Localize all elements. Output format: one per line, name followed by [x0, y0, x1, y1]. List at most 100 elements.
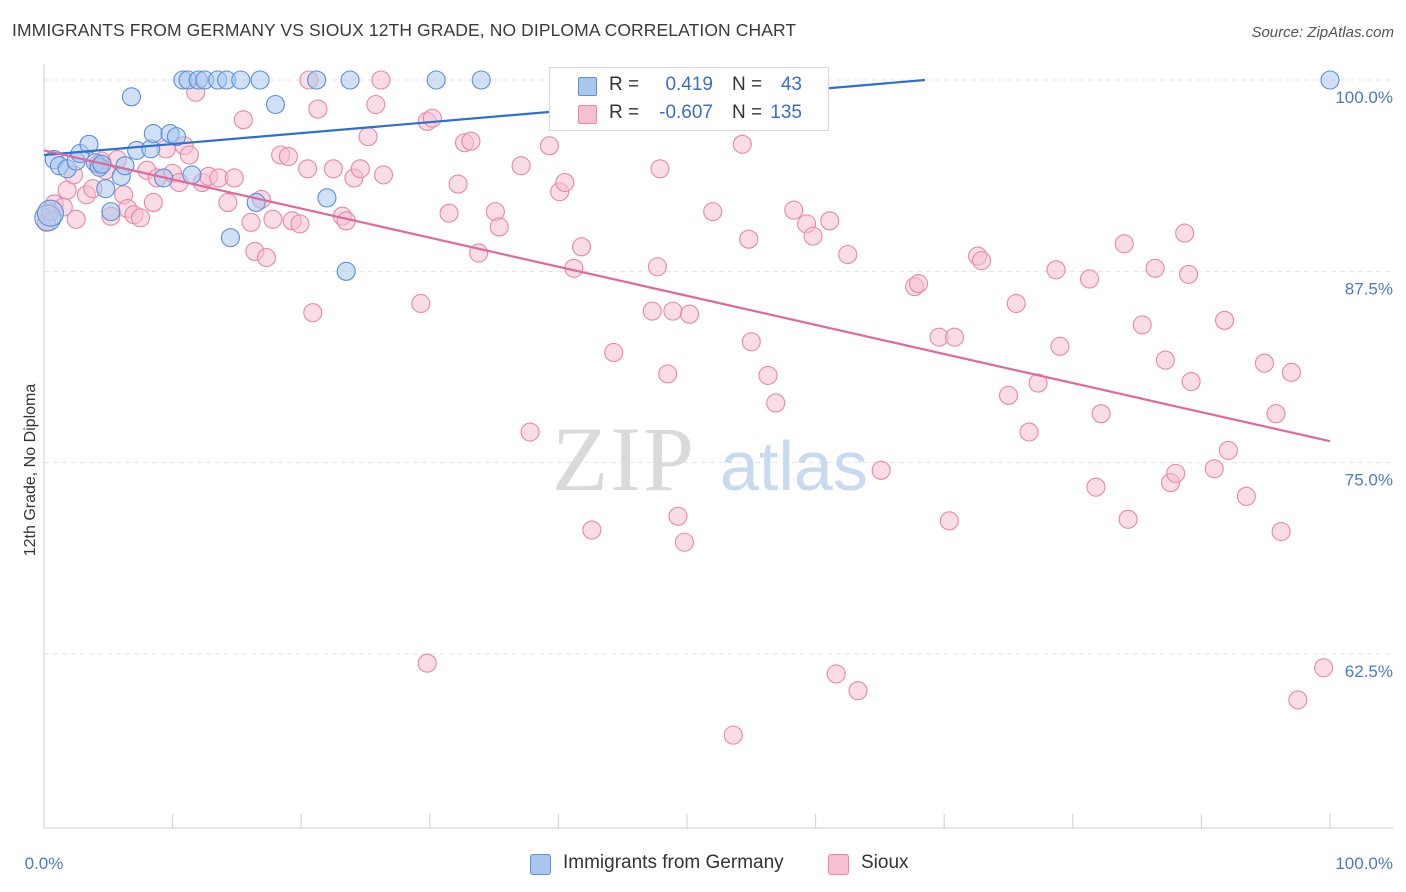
germany-legend-label: Immigrants from Germany — [563, 852, 784, 873]
sioux-point — [358, 127, 378, 147]
sioux-trend-line — [43, 149, 1331, 443]
watermark-zip: ZIP — [552, 408, 696, 510]
sioux-point — [1132, 315, 1152, 335]
sioux-point — [668, 506, 688, 526]
sioux-point — [489, 217, 509, 237]
germany-point — [317, 188, 337, 208]
sioux-point — [674, 532, 694, 552]
sioux-point — [1175, 223, 1195, 243]
sioux-point — [848, 681, 868, 701]
sioux-point — [766, 393, 786, 413]
sioux-point — [1314, 658, 1334, 678]
sioux-point — [448, 174, 468, 194]
sioux-point — [366, 94, 386, 115]
sioux-point — [1086, 477, 1106, 497]
sioux-point — [422, 108, 442, 128]
sioux-point — [411, 293, 431, 314]
sioux-point — [571, 237, 592, 257]
germany-point — [336, 261, 356, 281]
sioux-point — [1046, 260, 1066, 280]
sioux-point — [820, 211, 840, 231]
sioux-point — [66, 209, 86, 229]
sioux-point — [647, 257, 667, 277]
sioux-point — [723, 725, 743, 745]
r-label: R = — [609, 102, 640, 123]
germany-point — [96, 179, 116, 199]
germany-point — [182, 165, 202, 185]
correlation-legend: R = 0.419 N = 43 R = -0.607 N = 135 — [549, 67, 829, 131]
sioux-point — [308, 99, 328, 119]
sioux-point — [1028, 373, 1048, 393]
sioux-point — [461, 131, 481, 151]
sioux-point — [241, 212, 261, 232]
sioux-point — [871, 460, 891, 480]
sioux-point — [520, 422, 540, 442]
germany-point — [115, 156, 135, 176]
sioux-point — [604, 342, 624, 363]
sioux-point — [1214, 310, 1235, 330]
germany-point — [265, 94, 286, 115]
gridlines — [44, 79, 1394, 655]
sioux-point — [256, 248, 277, 268]
sioux-point — [323, 159, 343, 179]
sioux-point — [1166, 463, 1186, 483]
source-label: Source: ZipAtlas.com — [1251, 24, 1394, 41]
sioux-point — [1271, 521, 1291, 542]
trend-lines — [43, 78, 1331, 443]
sioux-point — [1218, 440, 1238, 460]
sioux-legend-swatch — [828, 854, 849, 875]
sioux-point — [298, 159, 318, 179]
y-tick-label: 62.5% — [1345, 662, 1393, 681]
sioux-point — [263, 209, 283, 229]
germany-point — [121, 87, 141, 107]
sioux-point — [582, 520, 602, 540]
watermark-atlas: atlas — [720, 427, 868, 505]
germany-point — [220, 228, 241, 248]
n-label: N = — [732, 74, 763, 95]
sioux-point — [1019, 422, 1039, 442]
germany-point — [101, 202, 121, 222]
sioux-point — [1204, 459, 1224, 479]
sioux-point — [739, 229, 759, 249]
germany-point — [166, 127, 187, 147]
watermark: ZIP atlas — [552, 408, 868, 510]
legend-row-sioux: R = -0.607 N = 135 — [550, 100, 828, 128]
sioux-point — [939, 511, 959, 531]
y-tick-label: 75.0% — [1345, 471, 1393, 490]
sioux-point — [944, 327, 965, 347]
germany-legend-swatch — [530, 854, 551, 875]
sioux-point — [1155, 350, 1175, 370]
y-tick-label: 100.0% — [1335, 88, 1393, 107]
sioux-point — [218, 192, 238, 213]
y-tick-label: 87.5% — [1345, 279, 1393, 298]
germany-point — [36, 199, 64, 227]
sioux-point — [1254, 353, 1274, 373]
sioux-point — [350, 159, 370, 179]
sioux-point — [555, 173, 575, 193]
sioux-point — [650, 159, 670, 179]
germany-point — [79, 134, 99, 154]
germany-swatch — [578, 77, 597, 96]
sioux-point — [908, 274, 929, 294]
sioux-point — [1006, 293, 1026, 314]
sioux-point — [732, 134, 752, 154]
sioux-point — [741, 332, 761, 352]
sioux-point — [417, 653, 437, 673]
sioux-point — [784, 200, 804, 220]
series-legend: Immigrants from Germany Sioux — [0, 851, 1406, 881]
axes — [43, 64, 1394, 829]
germany-point — [340, 70, 360, 90]
sioux-point — [826, 664, 846, 684]
sioux-point — [1266, 404, 1286, 424]
sioux-point — [224, 168, 244, 188]
sioux-point — [179, 145, 199, 165]
sioux-point — [1145, 258, 1165, 278]
germany-point — [307, 70, 327, 90]
sioux-point — [1236, 486, 1256, 506]
sioux-point — [233, 110, 253, 130]
sioux-point — [1181, 371, 1201, 392]
sioux-swatch — [578, 105, 597, 124]
chart-title: IMMIGRANTS FROM GERMANY VS SIOUX 12TH GR… — [12, 20, 797, 40]
sioux-point — [1114, 234, 1134, 254]
